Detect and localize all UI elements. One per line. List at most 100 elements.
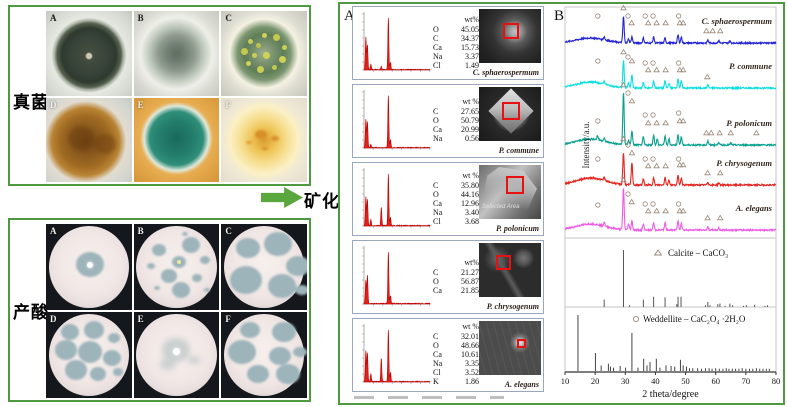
- element-symbol: Na: [433, 359, 443, 368]
- element-symbol: O: [433, 341, 439, 350]
- calcite-marker-icon: [679, 66, 687, 73]
- xrd-trace-3: [564, 93, 777, 148]
- calcite-marker-icon: [620, 176, 627, 183]
- weddellite-marker-icon: [650, 13, 656, 19]
- eds-spectrum: [362, 324, 431, 384]
- element-symbol: Ca: [433, 285, 442, 295]
- element-wt-value: 20.99: [461, 125, 479, 134]
- weddellite-marker-icon: [650, 60, 656, 66]
- element-row: O 56.87: [433, 277, 479, 286]
- petri-dish: [48, 313, 130, 397]
- petri-dish: [223, 225, 305, 309]
- weddellite-marker-icon: [642, 13, 648, 19]
- calcite-marker-icon: [628, 97, 636, 104]
- calcite-marker-icon: [704, 214, 711, 221]
- weddellite-legend-icon: [632, 315, 640, 323]
- wt-header: wt %: [462, 97, 479, 106]
- calcite-marker-icon: [676, 117, 684, 124]
- sem-image: [479, 87, 541, 141]
- element-row: C 21.27: [433, 268, 479, 277]
- weddellite-marker-icon: [642, 112, 648, 118]
- mineralization-label: 矿化: [304, 192, 340, 212]
- eds-row-3: wt % C 35.80 O 44.16 Ca 12.96 Na 3.40 Cl 3.68 Selec…: [352, 162, 544, 236]
- sem-image: [479, 321, 541, 375]
- acid-photo-grid: A B C D E F: [46, 224, 307, 398]
- wt-percent-table: wt% O 45.05 C 34.37 Ca 15.73 Na 3.37 Cl 1.49: [433, 7, 479, 77]
- xrd-x-tick-label: 10: [561, 376, 570, 386]
- weddellite-marker-icon: [625, 142, 631, 148]
- petri-dish: [136, 313, 217, 397]
- acid-plate-photo-f: F: [221, 312, 307, 398]
- element-wt-value: 0.56: [465, 134, 479, 143]
- selected-area-box: [506, 176, 524, 194]
- element-symbol: C: [433, 267, 439, 277]
- weddellite-legend-label: Weddellite – CaC₂O₄ ·2H₂O: [643, 314, 746, 324]
- weddellite-marker-icon: [625, 13, 631, 19]
- calcite-marker-icon: [620, 135, 627, 142]
- weddellite-marker-icon: [625, 54, 631, 60]
- calcite-marker-icon: [676, 66, 684, 73]
- weddellite-marker-icon: [676, 110, 682, 116]
- xrd-series-label-3: P. polonicum: [726, 118, 772, 128]
- element-wt-value: 50.79: [461, 116, 479, 125]
- calcite-legend-icon: [653, 249, 663, 256]
- calcite-marker-icon: [662, 119, 669, 126]
- calcite-marker-icon: [628, 149, 636, 156]
- calcite-marker-icon: [676, 161, 684, 168]
- eds-spectrum: [362, 246, 431, 306]
- wt-percent-table: wt % C 27.65 O 50.79 Ca 20.99 Na 0.56: [433, 85, 479, 155]
- fungal-colony-photo-b: B: [133, 11, 220, 96]
- element-row: Na 0.56: [433, 134, 479, 143]
- weddellite-marker-icon: [595, 13, 601, 19]
- selected-area-box: [502, 102, 520, 120]
- element-wt-value: 1.86: [465, 377, 479, 386]
- element-row: Ca 21.85: [433, 286, 479, 295]
- element-wt-value: 44.16: [461, 189, 479, 199]
- element-row: C 27.65: [433, 107, 479, 116]
- panel-letter: F: [225, 314, 231, 324]
- calcite-marker-icon: [676, 207, 684, 214]
- calcite-marker-icon: [653, 119, 660, 126]
- weddellite-marker-icon: [650, 201, 656, 207]
- eds-footer-microtext: [354, 396, 504, 399]
- acid-plate-photo-b: B: [133, 224, 220, 310]
- calcite-marker-icon: [662, 207, 669, 214]
- calcite-marker-icon: [703, 129, 710, 136]
- element-symbol: Cl: [433, 60, 441, 70]
- calcite-marker-icon: [727, 129, 735, 136]
- element-wt-value: 27.65: [461, 107, 479, 116]
- element-symbol: Cl: [433, 368, 441, 377]
- acid-plate-photo-a: A: [46, 224, 132, 310]
- sem-image: [479, 9, 541, 63]
- wt-header: wt %: [462, 322, 479, 331]
- xrd-x-tick-label: 40: [651, 376, 660, 386]
- eds-row-1: wt% O 45.05 C 34.37 Ca 15.73 Na 3.37 Cl 1.49 C. sph…: [352, 6, 544, 80]
- calcite-marker-icon: [644, 119, 652, 126]
- panel-letter: E: [137, 99, 144, 110]
- xrd-series-label-5: A. elegans: [735, 203, 773, 213]
- species-name: P. polonicum: [496, 224, 539, 233]
- calcite-marker-icon: [716, 214, 724, 221]
- element-wt-value: 12.96: [461, 198, 479, 208]
- fungal-colony-photo-f: F: [221, 97, 307, 182]
- element-symbol: C: [433, 332, 439, 341]
- acid-plate-photo-e: E: [133, 312, 220, 398]
- selected-area-box: [517, 339, 526, 348]
- species-name: C. sphaerospermum: [472, 68, 539, 77]
- element-row: C 35.80: [433, 181, 479, 190]
- xrd-y-axis-label: Intensity/a.u.: [581, 121, 591, 169]
- element-row: O 50.79: [433, 116, 479, 125]
- element-row: Na 3.40: [433, 208, 479, 217]
- calcite-marker-icon: [653, 162, 660, 169]
- element-wt-value: 3.52: [465, 368, 479, 377]
- weddellite-marker-icon: [625, 90, 631, 96]
- element-symbol: C: [433, 107, 439, 116]
- element-row: Ca 10.61: [433, 350, 479, 359]
- xrd-trace-1: [564, 16, 777, 46]
- element-wt-value: 48.66: [461, 341, 479, 350]
- calcite-marker-icon: [679, 207, 687, 214]
- fungi-box-label: 真菌: [13, 93, 49, 113]
- element-symbol: O: [433, 24, 439, 34]
- weddellite-marker-icon: [676, 201, 682, 207]
- xrd-trace-4: [564, 153, 777, 188]
